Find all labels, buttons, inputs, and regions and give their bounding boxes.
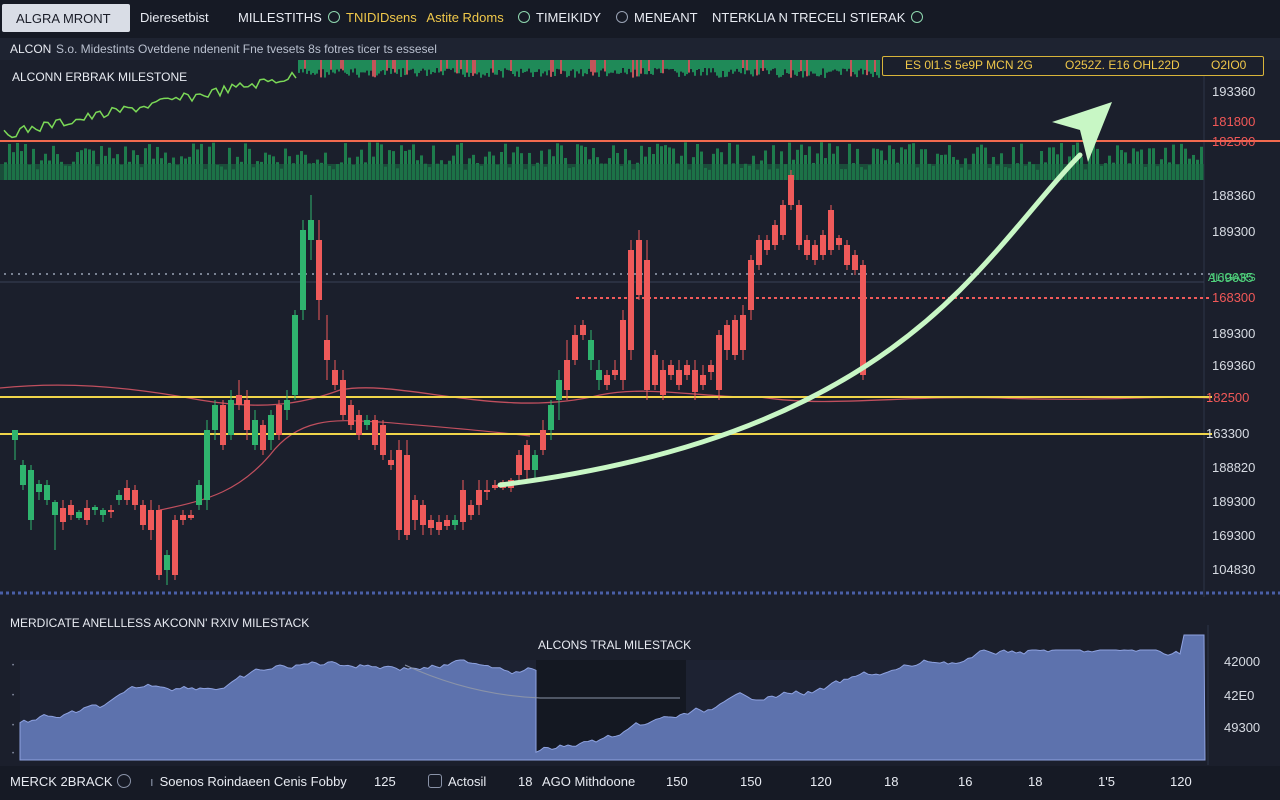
moving-average-line-2: [159, 420, 531, 511]
status-circle-icon: [116, 774, 131, 788]
volume-histogram: [0, 142, 1204, 180]
price-axis-label: 181800: [1212, 114, 1256, 129]
time-tick-7: 1'5: [1098, 774, 1115, 789]
time-tick-3: 120: [810, 774, 832, 789]
price-axis-label: 104830: [1212, 562, 1256, 577]
ohlc-stats-box: ES 0l1.S 5e9P MCN 2G O252Z. E16 OHL22D O…: [882, 56, 1264, 76]
dollar-icon: [911, 11, 924, 23]
price-axis-label: 182500: [1206, 390, 1250, 405]
time-tick-8: 120: [1170, 774, 1192, 789]
status-symbol[interactable]: MERCK 2BRACK: [10, 774, 137, 789]
price-axis-label: 189300: [1212, 494, 1256, 509]
toolbar-menu-timeframe[interactable]: TIMEIKIDY: [518, 10, 601, 25]
tab-active-symbol[interactable]: ALGRA MRONT: [2, 4, 130, 32]
price-axis-label: 169635: [1210, 270, 1254, 285]
svg-text:•: •: [12, 751, 14, 757]
price-axis-tag: ALIGARS: [1208, 272, 1256, 284]
actions-icon: [428, 774, 442, 788]
bottom-panel-title: MERDICATE ANELLLESS AKCONN' RXIV MILESTA…: [10, 616, 310, 630]
price-axis-label: 188360: [1212, 188, 1256, 203]
price-axis-label: 189300: [1212, 224, 1256, 239]
symbol-description: S.o. Midestints Ovetdene ndenenit Fne tv…: [56, 42, 437, 56]
connector-line: [404, 664, 680, 699]
bottom-axis-label-3: 49300: [1224, 720, 1261, 735]
pipe-icon: ı: [150, 774, 154, 789]
price-axis-label: 193360: [1212, 84, 1256, 99]
toolbar-menu-indicators[interactable]: TNIDIDsens Astite Rdoms: [328, 10, 504, 25]
toolbar-menu-alerts[interactable]: MENEANT: [616, 10, 698, 25]
stats-a: ES 0l1.S 5e9P MCN 2G: [905, 58, 1033, 72]
area-chart[interactable]: • • • •: [0, 605, 1280, 767]
bottom-panel-subtitle: ALCONS TRAL MILESTACK: [538, 638, 692, 652]
price-axis-label: 169300: [1212, 528, 1256, 543]
indicator-icon: [328, 11, 340, 23]
alerts-label: MENEANT: [634, 10, 698, 25]
price-axis-label: 168300: [1212, 290, 1256, 305]
alert-icon: [616, 11, 628, 23]
symbol-code: ALCON: [10, 42, 52, 56]
status-bar: [0, 766, 1280, 800]
time-tick-5: 16: [958, 774, 973, 789]
toolbar-menu-interval[interactable]: NTERKLIA N TRECELI STIERAK: [712, 10, 929, 25]
price-axis-label: 169360: [1212, 358, 1256, 373]
bottom-axis-label-1: 42000: [1224, 654, 1261, 669]
toolbar-menu-1[interactable]: Dieresetbist: [140, 10, 209, 25]
interval-label: NTERKLIA N TRECELI STIERAK: [712, 10, 906, 25]
symbol-info-bar: ALCON S.o. Midestints Ovetdene ndenenit …: [0, 38, 1280, 60]
price-axis-label: 163300: [1206, 426, 1250, 441]
timeframe-label: TIMEIKIDY: [536, 10, 602, 25]
time-tick-1: 150: [666, 774, 688, 789]
area-series: [19, 634, 1206, 761]
price-axis-label: 182500: [1212, 134, 1256, 149]
moving-average-line: [0, 384, 1211, 406]
svg-text:•: •: [12, 693, 14, 699]
status-value-1: 125: [374, 774, 396, 789]
svg-text:•: •: [12, 663, 14, 669]
chart-title: ALCONN ERBRAK MILESTONE: [12, 70, 188, 84]
time-tick-2: 150: [740, 774, 762, 789]
status-actions-label: Actosil: [448, 774, 487, 789]
status-symbol-label: MERCK 2BRACK: [10, 774, 113, 789]
price-axis-label: 188820: [1212, 460, 1256, 475]
top-volume-band: [3, 60, 880, 139]
stats-c: O2IO0: [1211, 58, 1247, 72]
status-value-2: 18: [518, 774, 533, 789]
timeframe-icon: [518, 11, 530, 23]
status-sources[interactable]: ı Soenos Roindaeen Cenis Fobby: [150, 774, 347, 789]
indicators-label: TNIDIDsens: [346, 10, 417, 25]
price-axis-label: 189300: [1212, 326, 1256, 341]
time-tick-6: 18: [1028, 774, 1043, 789]
toolbar-menu-milestones[interactable]: MILLESTITHS: [238, 10, 322, 25]
svg-text:•: •: [12, 723, 14, 729]
status-actions[interactable]: Actosil: [428, 774, 486, 789]
stats-b: O252Z. E16 OHL22D: [1065, 58, 1180, 72]
trend-arrow-head: [1052, 102, 1112, 162]
candlesticks: [12, 170, 866, 585]
bottom-axis-label-2: 42E0: [1224, 688, 1255, 703]
time-tick-4: 18: [884, 774, 899, 789]
price-chart[interactable]: [0, 60, 1280, 597]
status-sources-label: Soenos Roindaeen Cenis Fobby: [159, 774, 347, 789]
indicators-sub-label: Astite Rdoms: [426, 10, 504, 25]
status-milestone[interactable]: AGO Mithdoone: [542, 774, 636, 789]
trend-arrow: [497, 152, 1083, 488]
